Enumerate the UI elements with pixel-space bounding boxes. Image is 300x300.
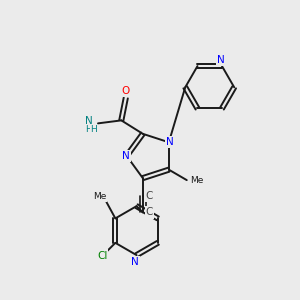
Text: C: C xyxy=(146,208,153,218)
Text: N: N xyxy=(218,55,225,64)
Text: H: H xyxy=(85,125,92,134)
Text: Me: Me xyxy=(93,192,106,201)
Text: N: N xyxy=(85,116,92,126)
Text: N: N xyxy=(122,151,130,161)
Text: N: N xyxy=(166,137,173,147)
Text: H: H xyxy=(91,125,97,134)
Text: O: O xyxy=(122,86,130,96)
Text: N: N xyxy=(131,257,139,267)
Text: Me: Me xyxy=(190,176,203,184)
Text: C: C xyxy=(146,191,153,201)
Text: Cl: Cl xyxy=(97,250,107,260)
